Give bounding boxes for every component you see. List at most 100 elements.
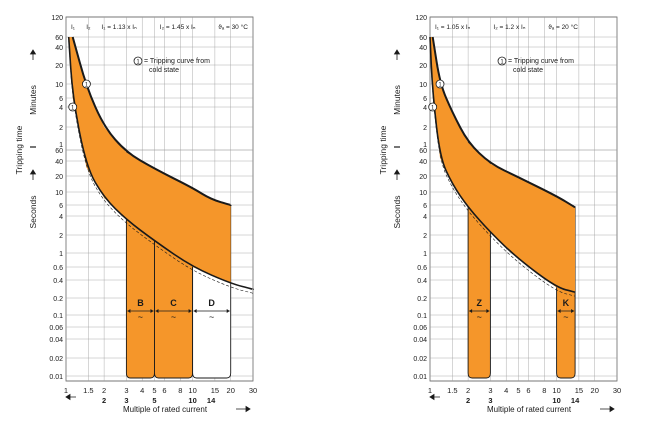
xtick-label: 2 xyxy=(466,386,470,395)
ytick-second-label: 60 xyxy=(55,148,63,155)
ytick-minute-label: 120 xyxy=(415,15,427,22)
xtick-label: 3 xyxy=(488,386,492,395)
ytick-second-label: 0.04 xyxy=(49,337,63,344)
ytick-minute-label: 60 xyxy=(419,35,427,42)
xtick-label: 6 xyxy=(526,386,530,395)
minutes-arrow xyxy=(393,49,401,60)
xtick-bold-label: 2 xyxy=(466,396,470,405)
xtick-label: 8 xyxy=(542,386,546,395)
xtick-label: 1 xyxy=(64,386,68,395)
xtick-label: 20 xyxy=(227,386,235,395)
curve-marker xyxy=(68,102,78,112)
zone-label-d: D xyxy=(208,298,215,308)
ytick-second-label: 0.2 xyxy=(53,296,63,303)
xtick-label: 15 xyxy=(575,386,583,395)
header-text: I₁ = 1.05 x Iₙ xyxy=(435,24,471,31)
ytick-second-label: 0.2 xyxy=(417,296,427,303)
ytick-second-label: 0.6 xyxy=(417,265,427,272)
ytick-second-label: 4 xyxy=(423,214,427,221)
xtick-label: 3 xyxy=(124,386,128,395)
upper-curve xyxy=(71,36,232,207)
x-axis-left-arrow xyxy=(429,393,440,401)
ytick-minute-label: 6 xyxy=(423,96,427,103)
ytick-second-label: 0.01 xyxy=(49,374,63,381)
ytick-minute-label: 4 xyxy=(423,105,427,112)
tripping-band xyxy=(430,37,576,293)
ytick-second-label: 0.06 xyxy=(413,325,427,332)
zone-arrow-heads xyxy=(127,309,154,313)
ytick-second-label: 0.01 xyxy=(413,374,427,381)
ytick-second-label: 0.6 xyxy=(53,265,63,272)
ytick-minute-label: 10 xyxy=(55,82,63,89)
ytick-second-label: 0.1 xyxy=(417,313,427,320)
curve-marker xyxy=(435,79,445,89)
tripping-band xyxy=(68,37,231,284)
header-text: I₂ = 1.2 x Iₙ xyxy=(493,24,525,31)
xtick-label: 20 xyxy=(591,386,599,395)
ytick-second-label: 60 xyxy=(419,148,427,155)
header-text: I₂ xyxy=(86,24,91,31)
xtick-bold-label: 10 xyxy=(188,396,196,405)
xtick-label: 5 xyxy=(516,386,520,395)
seconds-arrow xyxy=(393,169,401,180)
ytick-second-label: 20 xyxy=(419,174,427,181)
legend-marker xyxy=(497,56,507,66)
ytick-second-label: 20 xyxy=(55,174,63,181)
zone-symbol: ~ xyxy=(171,312,176,322)
upper-curve xyxy=(431,36,576,209)
ytick-minute-label: 1 xyxy=(59,142,63,149)
xtick-label: 10 xyxy=(552,386,560,395)
ytick-second-label: 0.06 xyxy=(49,325,63,332)
zone-symbol: ~ xyxy=(563,312,568,322)
ytick-second-label: 0.02 xyxy=(413,356,427,363)
ytick-minute-label: 2 xyxy=(59,125,63,132)
ytick-second-label: 0.1 xyxy=(53,313,63,320)
xtick-bold-label: 14 xyxy=(571,396,580,405)
lower-curve xyxy=(67,36,254,291)
legend-marker-text: 1 xyxy=(500,60,504,66)
ytick-minute-label: 10 xyxy=(419,82,427,89)
xtick-label: 10 xyxy=(188,386,196,395)
header-text: ϑₐ = 30 °C xyxy=(218,23,248,31)
x-axis-left-arrow xyxy=(65,393,76,401)
ytick-second-label: 4 xyxy=(59,214,63,221)
xtick-label: 4 xyxy=(504,386,508,395)
xtick-label: 2 xyxy=(102,386,106,395)
ytick-minute-label: 40 xyxy=(419,45,427,52)
x-axis-label: Multiple of rated current xyxy=(123,405,208,414)
ytick-second-label: 6 xyxy=(423,203,427,210)
xtick-label: 1 xyxy=(428,386,432,395)
header-text: I₂ = 1.45 x Iₙ xyxy=(160,24,196,31)
ytick-minute-label: 2 xyxy=(423,125,427,132)
ytick-second-label: 40 xyxy=(55,159,63,166)
xtick-label: 15 xyxy=(211,386,219,395)
xtick-bold-label: 10 xyxy=(552,396,560,405)
ytick-minute-label: 40 xyxy=(55,45,63,52)
x-axis-arrow xyxy=(600,405,615,413)
legend-text: = Tripping curve from xyxy=(508,58,574,65)
ytick-minute-label: 60 xyxy=(55,35,63,42)
zone-symbol: ~ xyxy=(138,312,143,322)
xtick-label: 4 xyxy=(140,386,144,395)
xtick-label: 30 xyxy=(249,386,257,395)
minutes-arrow xyxy=(29,49,37,60)
ytick-second-label: 2 xyxy=(59,233,63,240)
y-axis-label: Tripping time xyxy=(378,125,388,174)
ytick-minute-label: 1 xyxy=(423,142,427,149)
seconds-arrow xyxy=(29,169,37,180)
xtick-label: 5 xyxy=(152,386,156,395)
chart-panel-left: B~C~D~1206040201064216040201064210.60.40… xyxy=(14,15,257,414)
xtick-bold-label: 14 xyxy=(207,396,216,405)
ytick-second-label: 1 xyxy=(423,251,427,258)
dashed-curve xyxy=(68,40,254,294)
y-axis-seconds-label: Seconds xyxy=(28,195,38,228)
y-axis-seconds-label: Seconds xyxy=(392,195,402,228)
xtick-bold-label: 3 xyxy=(488,396,492,405)
ytick-minute-label: 120 xyxy=(51,15,63,22)
legend-text: cold state xyxy=(149,67,179,74)
curve-marker-text: 1 xyxy=(431,106,435,112)
xtick-label: 30 xyxy=(613,386,621,395)
lower-curve xyxy=(429,36,576,293)
curve-marker xyxy=(428,102,438,112)
